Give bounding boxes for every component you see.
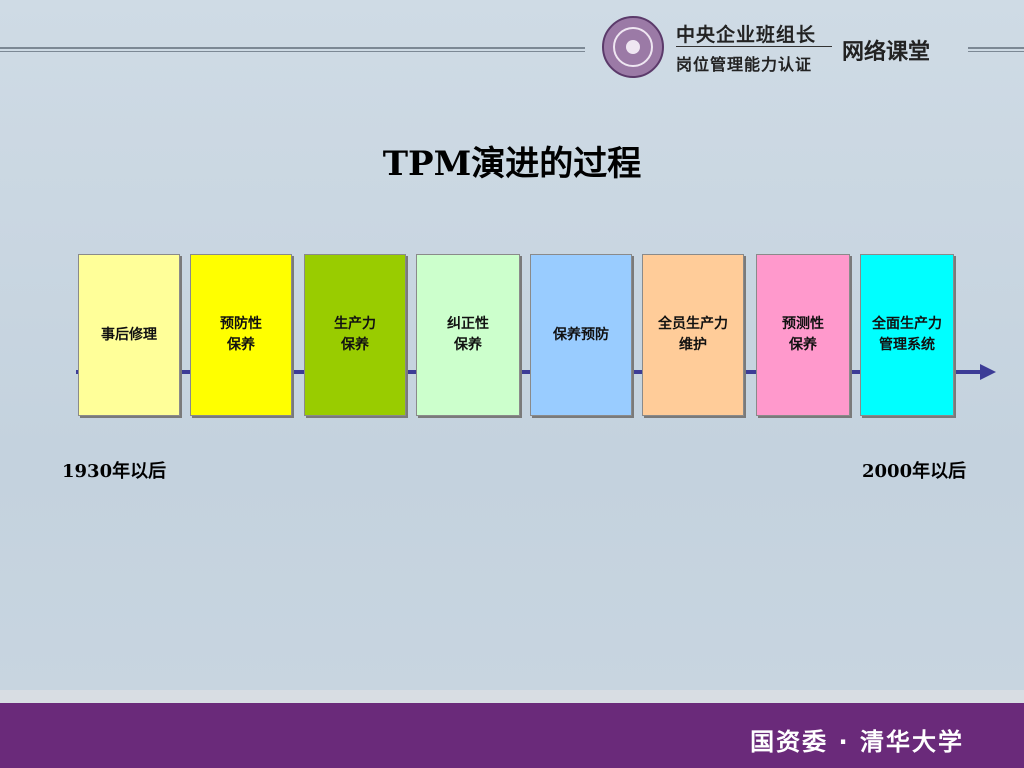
end-year-label: 2000年以后 <box>862 461 967 482</box>
brand-line-1: 中央企业班组长 <box>676 24 817 46</box>
brand-line-2: 岗位管理能力认证 <box>676 55 813 74</box>
header-rule-right-thin <box>968 51 1024 52</box>
stage-box: 事后修理 <box>78 254 180 416</box>
stage-box: 全面生产力 管理系统 <box>860 254 954 416</box>
stage-box: 预防性 保养 <box>190 254 292 416</box>
stage-box: 生产力 保养 <box>304 254 406 416</box>
footer-text: 国资委 · 清华大学 <box>750 728 964 756</box>
stage-box: 保养预防 <box>530 254 632 416</box>
header-rule-right <box>968 47 1024 49</box>
brand-divider <box>676 46 832 47</box>
start-year-label: 1930年以后 <box>62 461 167 482</box>
footer-band <box>0 690 1024 703</box>
stage-box: 全员生产力 维护 <box>642 254 744 416</box>
stage-box: 预测性 保养 <box>756 254 850 416</box>
header-rule-left <box>0 47 585 49</box>
header-rule-left-thin <box>0 51 585 52</box>
brand-right: 网络课堂 <box>842 39 931 65</box>
university-seal-logo <box>602 16 664 78</box>
footer-bar <box>0 703 1024 768</box>
slide-title: TPM演进的过程 <box>382 144 642 184</box>
stage-box: 纠正性 保养 <box>416 254 520 416</box>
